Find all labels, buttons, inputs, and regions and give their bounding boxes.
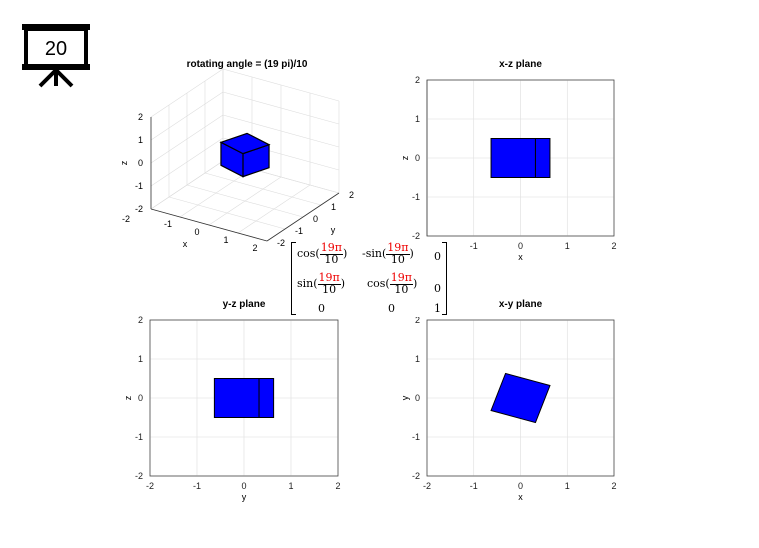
projector-screen-icon: 20 <box>22 24 92 93</box>
plot-title: rotating angle = (19 pi)/10 <box>187 59 308 70</box>
y-tick-label: -2 <box>135 471 143 481</box>
x-tick-label: 0 <box>241 481 246 491</box>
page-number: 20 <box>45 38 67 60</box>
x-tick-label: 2 <box>611 481 616 491</box>
x-tick-label: 1 <box>223 235 228 245</box>
y-tick-label: -1 <box>295 226 303 236</box>
y-axis-label: z <box>123 395 133 400</box>
cube-face <box>213 378 260 418</box>
x-tick-label: -1 <box>164 219 172 229</box>
x-tick-label: -2 <box>122 214 130 224</box>
x-tick-label: 1 <box>565 481 570 491</box>
cube-face <box>490 138 536 178</box>
axes-frame <box>426 79 615 237</box>
z-tick-label: 2 <box>138 112 143 122</box>
y-tick-label: -1 <box>135 432 143 442</box>
x-axis-line <box>150 208 268 242</box>
grid-line <box>208 176 282 226</box>
y-axis-label: y <box>331 225 336 235</box>
y-tick-label: -2 <box>277 238 285 248</box>
x-axis-label: x <box>518 492 523 502</box>
x-tick-label: -1 <box>470 241 478 251</box>
cube-face <box>534 138 551 178</box>
z-tick-label: 1 <box>138 135 143 145</box>
y-axis-label: y <box>400 395 410 400</box>
plot-yz: -2 -1 0 1 2 2 1 0 -1 -2 y-z plane y z <box>123 299 341 502</box>
y-tick-label: -2 <box>412 471 420 481</box>
x-tick-label: -1 <box>470 481 478 491</box>
angle-numerator: 19π <box>319 241 343 255</box>
y-axis-label: z <box>400 155 410 160</box>
grid-line <box>222 114 340 148</box>
plot-xz: -1 0 1 2 2 1 0 -1 -2 x-z plane x z <box>400 59 617 262</box>
x-tick-label: 2 <box>611 241 616 251</box>
x-tick-label: -2 <box>423 481 431 491</box>
y-tick-label: 2 <box>349 190 354 200</box>
y-tick-label: 1 <box>331 202 336 212</box>
axes-frame <box>149 319 339 477</box>
grid-line <box>150 68 224 118</box>
x-tick-label: 0 <box>194 227 199 237</box>
cube-face <box>219 132 271 155</box>
y-tick-label: 0 <box>313 214 318 224</box>
y-tick-label: 2 <box>415 315 420 325</box>
plot-3d: 2 1 0 -1 -2 -2 -1 0 1 2 -2 -1 0 1 2 x y z rotating angle =… <box>119 59 354 253</box>
grid-line <box>150 91 224 141</box>
y-tick-label: 0 <box>138 393 143 403</box>
x-axis-label: x <box>183 239 188 249</box>
z-tick-label: -2 <box>135 204 143 214</box>
y-tick-label: 1 <box>415 354 420 364</box>
plot-title: y-z plane <box>223 299 266 310</box>
x-tick-label: 0 <box>518 241 523 251</box>
x-tick-label: 0 <box>518 481 523 491</box>
rotation-matrix: cos(19π 10) -sin(19π 10) 0 sin(19π 10) cos(… <box>289 240 449 317</box>
y-tick-label: 2 <box>415 75 420 85</box>
cube-face <box>490 372 551 424</box>
grid-line <box>237 184 311 234</box>
x-tick-label: 2 <box>335 481 340 491</box>
z-tick-label: -1 <box>135 181 143 191</box>
y-tick-label: 1 <box>415 114 420 124</box>
x-axis-label: y <box>242 492 247 502</box>
y-axis-line <box>266 192 340 242</box>
grid-line <box>222 68 340 102</box>
plot-xy: -2 -1 0 1 2 2 1 0 -1 -2 x-y plane x y <box>400 299 617 502</box>
grid-line <box>204 172 322 206</box>
y-tick-label: 2 <box>138 315 143 325</box>
x-tick-label: 2 <box>252 243 257 253</box>
y-tick-label: -1 <box>412 432 420 442</box>
x-tick-label: -2 <box>146 481 154 491</box>
x-axis-label: x <box>518 252 523 262</box>
y-tick-label: 0 <box>415 153 420 163</box>
cube-face <box>258 378 275 418</box>
grid-line <box>222 91 340 125</box>
x-tick-label: 1 <box>565 241 570 251</box>
y-tick-label: 1 <box>138 354 143 364</box>
z-tick-label: 0 <box>138 158 143 168</box>
plot-title: x-y plane <box>499 299 543 310</box>
y-tick-label: -1 <box>412 192 420 202</box>
z-axis-label: z <box>119 160 129 165</box>
x-tick-label: 1 <box>288 481 293 491</box>
axes-frame <box>426 319 615 477</box>
y-tick-label: -2 <box>412 231 420 241</box>
plot-title: x-z plane <box>499 59 542 70</box>
y-tick-label: 0 <box>415 393 420 403</box>
x-tick-label: -1 <box>193 481 201 491</box>
grid-line <box>150 114 224 164</box>
